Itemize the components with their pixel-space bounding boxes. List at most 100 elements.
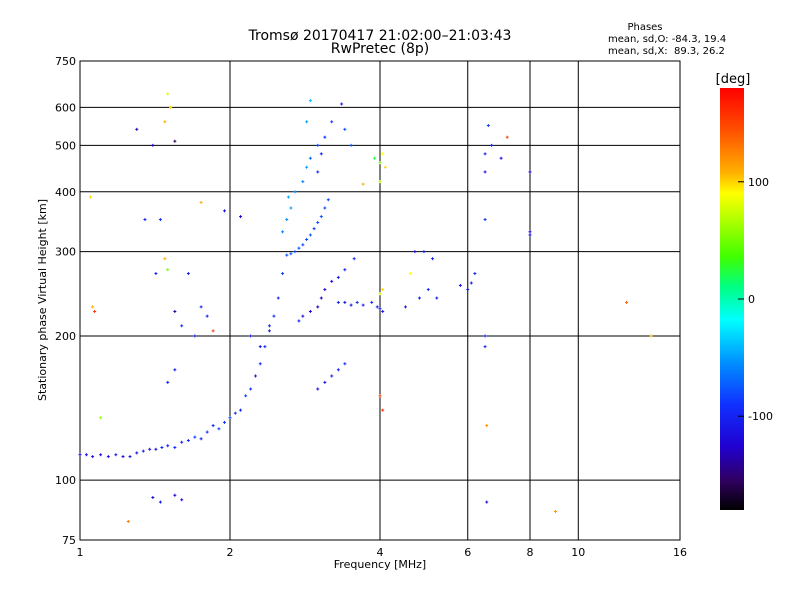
data-point: [458, 283, 462, 287]
data-point: [349, 143, 353, 147]
data-point: [166, 444, 170, 448]
data-point: [151, 143, 155, 147]
data-point: [649, 334, 653, 338]
data-point: [426, 288, 430, 292]
data-point: [381, 288, 385, 292]
x-tick-label: 16: [673, 546, 687, 559]
data-point: [323, 206, 327, 210]
y-tick-label: 100: [55, 474, 76, 487]
data-point: [413, 250, 417, 254]
data-point: [308, 309, 312, 313]
data-point: [435, 296, 439, 300]
data-point: [249, 387, 253, 391]
data-point: [199, 305, 203, 309]
data-point: [305, 165, 309, 169]
data-point: [349, 303, 353, 307]
y-tick-labels: 75 100 200 300 400 500 600 750: [55, 55, 76, 547]
data-point: [378, 307, 382, 311]
data-point: [166, 380, 170, 384]
colorbar-label: [deg]: [716, 72, 751, 87]
y-tick-label: 750: [55, 55, 76, 68]
scatter-points: [78, 92, 653, 523]
x-tick-label: 1: [77, 546, 84, 559]
data-point: [383, 165, 387, 169]
data-point: [141, 449, 145, 453]
data-point: [378, 394, 382, 398]
x-tick-labels: 1 2 4 6 8 10 16: [77, 546, 688, 559]
data-point: [289, 206, 293, 210]
grid-lines: [80, 61, 680, 540]
stats-line-o: mean, sd,O: -84.3, 19.4: [608, 34, 726, 45]
data-point: [158, 500, 162, 504]
chart-title: Tromsø 20170417 21:02:00–21:03:43: [248, 28, 512, 44]
data-point: [528, 170, 532, 174]
data-point: [293, 190, 297, 194]
data-point: [431, 257, 435, 261]
data-point: [408, 272, 412, 276]
data-point: [319, 152, 323, 156]
data-point: [99, 416, 103, 420]
data-point: [193, 435, 197, 439]
data-point: [239, 408, 243, 412]
data-point: [326, 198, 330, 202]
x-tick-label: 10: [571, 546, 585, 559]
data-point: [163, 257, 167, 261]
data-point: [78, 453, 82, 457]
data-point: [355, 300, 359, 304]
data-point: [228, 416, 232, 420]
data-point: [378, 161, 382, 165]
data-point: [316, 143, 320, 147]
data-point: [285, 218, 289, 222]
data-point: [160, 445, 164, 449]
data-point: [352, 257, 356, 261]
data-point: [373, 156, 377, 160]
data-point: [308, 233, 312, 237]
data-point: [186, 439, 190, 443]
data-point: [267, 329, 271, 333]
data-point: [154, 272, 158, 276]
data-point: [316, 170, 320, 174]
data-point: [297, 319, 301, 323]
data-point: [553, 510, 557, 514]
data-point: [469, 281, 473, 285]
x-axis-label: Frequency [MHz]: [334, 558, 426, 571]
data-point: [473, 272, 477, 276]
data-point: [239, 215, 243, 219]
chart-subtitle: RwPretec (8p): [331, 41, 429, 57]
data-point: [223, 209, 227, 213]
data-point: [289, 252, 293, 256]
data-point: [323, 380, 327, 384]
data-point: [286, 195, 290, 199]
data-point: [316, 305, 320, 309]
data-point: [361, 303, 365, 307]
y-tick-label: 200: [55, 330, 76, 343]
x-tick-label: 4: [377, 546, 384, 559]
data-point: [483, 334, 487, 338]
data-point: [528, 230, 532, 234]
data-point: [316, 221, 320, 225]
data-point: [148, 447, 152, 451]
data-point: [193, 334, 197, 338]
data-point: [258, 345, 262, 349]
data-point: [330, 279, 334, 283]
x-tick-label: 8: [527, 546, 534, 559]
data-point: [499, 156, 503, 160]
data-point: [422, 250, 426, 254]
data-point: [483, 170, 487, 174]
data-point: [340, 102, 344, 106]
data-point: [319, 296, 323, 300]
data-point: [263, 345, 267, 349]
data-point: [128, 455, 132, 459]
data-point: [305, 120, 309, 124]
data-point: [308, 156, 312, 160]
colorbar-tick-label: 0: [748, 293, 755, 306]
data-point: [217, 427, 221, 431]
data-point: [267, 324, 271, 328]
data-point: [301, 314, 305, 318]
data-point: [483, 152, 487, 156]
data-point: [336, 300, 340, 304]
data-point: [186, 272, 190, 276]
y-tick-label: 300: [55, 246, 76, 259]
data-point: [293, 250, 297, 254]
data-point: [378, 180, 382, 184]
